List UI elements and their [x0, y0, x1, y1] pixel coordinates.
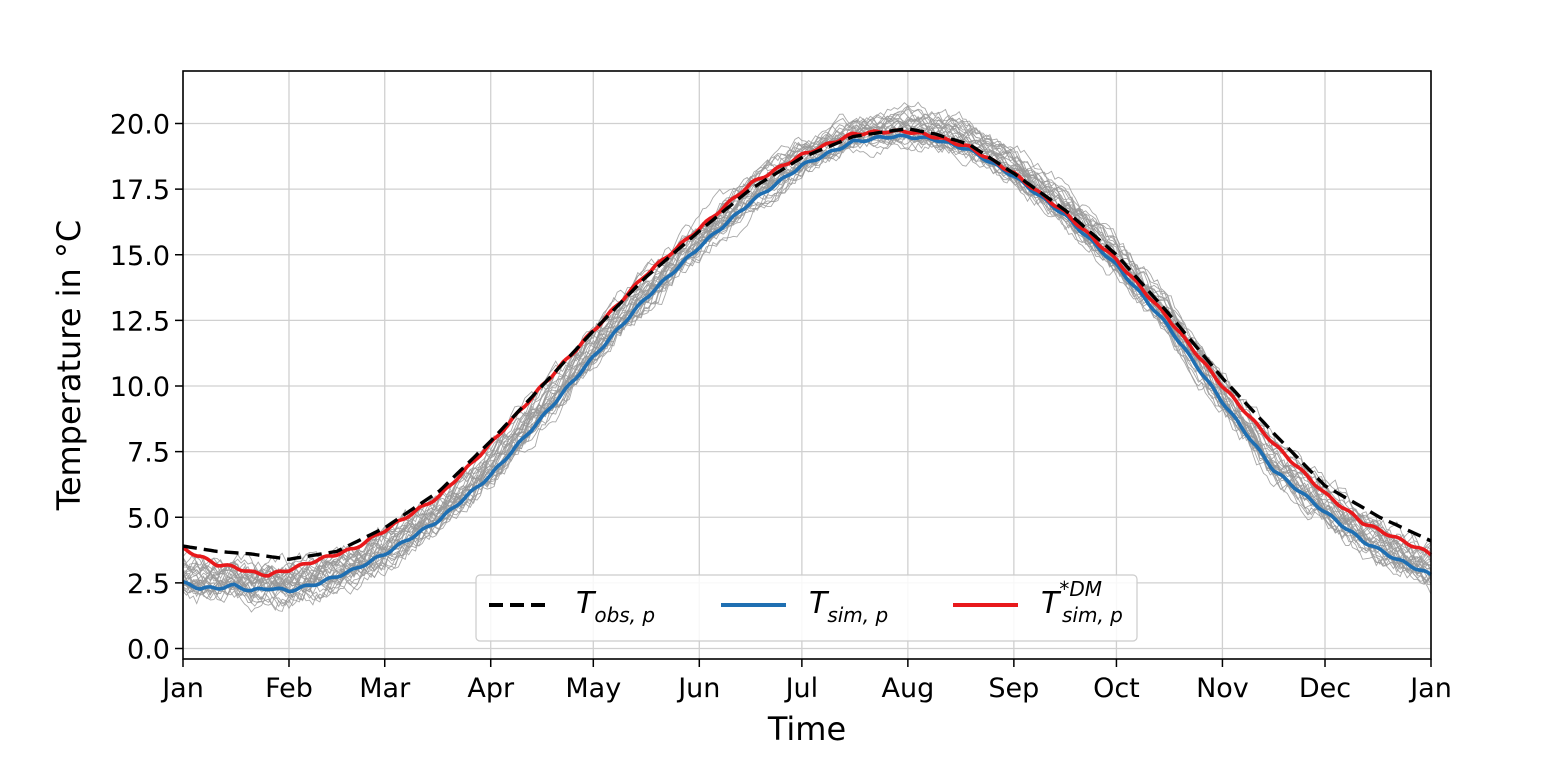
x-tick-label: Aug	[881, 673, 934, 704]
x-tick-label: Nov	[1196, 673, 1249, 704]
legend-label-simdm: T*DM sim, p	[1041, 577, 1123, 627]
x-tick-label: Dec	[1299, 673, 1351, 704]
legend-label-sim: Tsim, p	[809, 586, 888, 627]
series-line-2	[181, 128, 1433, 578]
series-line-1	[182, 133, 1433, 594]
legend: Tobs, p Tsim, p T*DM sim, p	[475, 574, 1138, 642]
series-lines	[181, 127, 1433, 594]
ensemble-member-line	[182, 123, 1432, 613]
legend-symbol-obs: T	[576, 586, 597, 621]
y-tick-label: 0.0	[127, 635, 170, 666]
y-tick-label: 5.0	[127, 503, 170, 534]
legend-sub-obs: obs, p	[594, 603, 655, 627]
x-tick-label: Jan	[160, 673, 204, 704]
x-tick-label: Feb	[265, 673, 313, 704]
x-axis-title: Time	[767, 710, 846, 748]
legend-symbol-simdm: T	[1041, 586, 1062, 621]
legend-sub-simdm: sim, p	[1062, 603, 1123, 627]
y-tick-label: 7.5	[127, 438, 170, 469]
y-tick-label: 15.0	[110, 241, 170, 272]
y-tick-label: 10.0	[110, 372, 170, 403]
y-tick-label: 2.5	[127, 569, 170, 600]
x-tick-label: Oct	[1093, 673, 1140, 704]
ensemble-member-line	[182, 117, 1432, 598]
x-tick-label: Jun	[676, 673, 720, 704]
legend-label-obs: Tobs, p	[576, 586, 655, 627]
legend-box	[475, 574, 1138, 642]
series-line-0	[182, 127, 1432, 561]
y-tick-label: 17.5	[110, 175, 170, 206]
plot-frame	[182, 70, 1432, 660]
legend-sub-sim: sim, p	[827, 603, 888, 627]
y-tick-label: 12.5	[110, 306, 170, 337]
x-tick-label: Sep	[988, 673, 1039, 704]
legend-sup-simdm: *DM	[1059, 577, 1102, 601]
x-tick-label: May	[565, 673, 621, 704]
y-tick-label: 20.0	[110, 110, 170, 141]
legend-symbol-sim: T	[809, 586, 830, 621]
x-tick-label: Mar	[359, 673, 411, 704]
y-axis-title: Temperature in °C	[50, 220, 88, 512]
ensemble-member-line	[182, 101, 1432, 581]
x-tick-label: Apr	[467, 673, 515, 704]
x-axis-ticks: Jan Feb Mar Apr May Jun Jul Aug Sep Oct Nov Dec Jan	[160, 659, 1452, 704]
x-tick-label: Jul	[784, 673, 819, 704]
y-axis-ticks: 0.0 2.5 5.0 7.5 10.0 12.5 15.0 17.5 20.0	[110, 110, 183, 666]
x-tick-label: Jan	[1408, 673, 1452, 704]
